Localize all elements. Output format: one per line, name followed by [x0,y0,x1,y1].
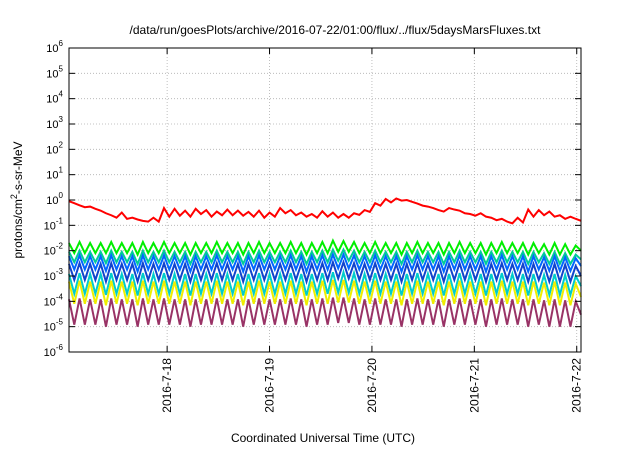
y-tick-label: 104 [46,90,63,106]
y-tick-label-base: 10 [46,119,58,131]
series-line-7 [68,279,582,306]
series-line-8 [68,297,582,327]
x-tick-label: 2016-7-19 [263,358,277,413]
y-axis: 10-610-510-410-310-210-11001011021031041… [44,39,581,359]
chart-title: /data/run/goesPlots/archive/2016-07-22/0… [130,23,542,37]
y-axis-label-sup: 2 [9,194,19,199]
y-tick-label-base: 10 [46,68,58,80]
y-tick-label-exp: 5 [59,64,64,73]
y-tick-label: 10-3 [44,267,64,283]
series-line-5 [68,258,582,286]
y-tick-label: 10-2 [44,242,64,258]
y-tick-label: 10-5 [44,318,64,334]
y-axis-label-prefix: protons/cm [11,199,25,258]
y-tick-label-base: 10 [44,220,56,232]
y-tick-label-exp: 3 [59,115,64,124]
y-tick-label-base: 10 [44,246,56,258]
y-tick-label-base: 10 [46,144,58,156]
y-tick-label-base: 10 [46,94,58,106]
y-tick-label: 105 [46,64,63,80]
y-tick-label-exp: -1 [56,216,64,225]
y-tick-label-exp: -3 [56,267,64,276]
y-tick-label-exp: -4 [56,292,64,301]
x-tick-label: 2016-7-21 [467,358,481,413]
x-tick-label: 2016-7-22 [570,358,584,413]
y-tick-label: 106 [46,39,63,55]
y-tick-label-exp: 2 [59,140,64,149]
y-tick-label-base: 10 [44,322,56,334]
y-tick-label-exp: -2 [56,242,64,251]
y-tick-label-exp: 6 [59,39,64,48]
series-line-6 [68,268,582,299]
y-tick-label: 10-1 [44,216,64,232]
y-tick-label-base: 10 [46,43,58,55]
y-tick-label: 100 [46,191,63,207]
y-tick-label: 101 [46,166,63,182]
y-tick-label-base: 10 [46,195,58,207]
series-layer [68,197,582,327]
y-axis-label-suffix: -s-sr-MeV [11,141,25,194]
x-tick-label: 2016-7-18 [160,358,174,413]
y-tick-label-base: 10 [44,296,56,308]
y-tick-label-exp: 4 [59,90,64,99]
y-axis-label: protons/cm2-s-sr-MeV [9,141,25,258]
y-tick-label-base: 10 [46,170,58,182]
y-tick-label-exp: -5 [56,318,64,327]
y-tick-label: 102 [46,140,63,156]
series-line-3 [68,247,582,267]
x-axis: 2016-7-18 2016-7-19 2016-7-20 2016-7-21 2016… [160,48,584,413]
series-line-4 [68,251,582,275]
x-axis-label: Coordinated Universal Time (UTC) [231,431,415,445]
y-tick-label: 10-4 [44,292,64,308]
series-line-1 [68,197,582,225]
y-tick-label: 103 [46,115,63,131]
y-tick-label: 10-6 [44,343,64,359]
y-tick-label-exp: -6 [56,343,64,352]
x-tick-label: 2016-7-20 [365,358,379,413]
y-tick-label-exp: 0 [59,191,64,200]
series-line-2 [68,238,582,258]
y-tick-label-base: 10 [44,271,56,283]
y-tick-label-base: 10 [44,347,56,359]
y-tick-label-exp: 1 [59,166,64,175]
